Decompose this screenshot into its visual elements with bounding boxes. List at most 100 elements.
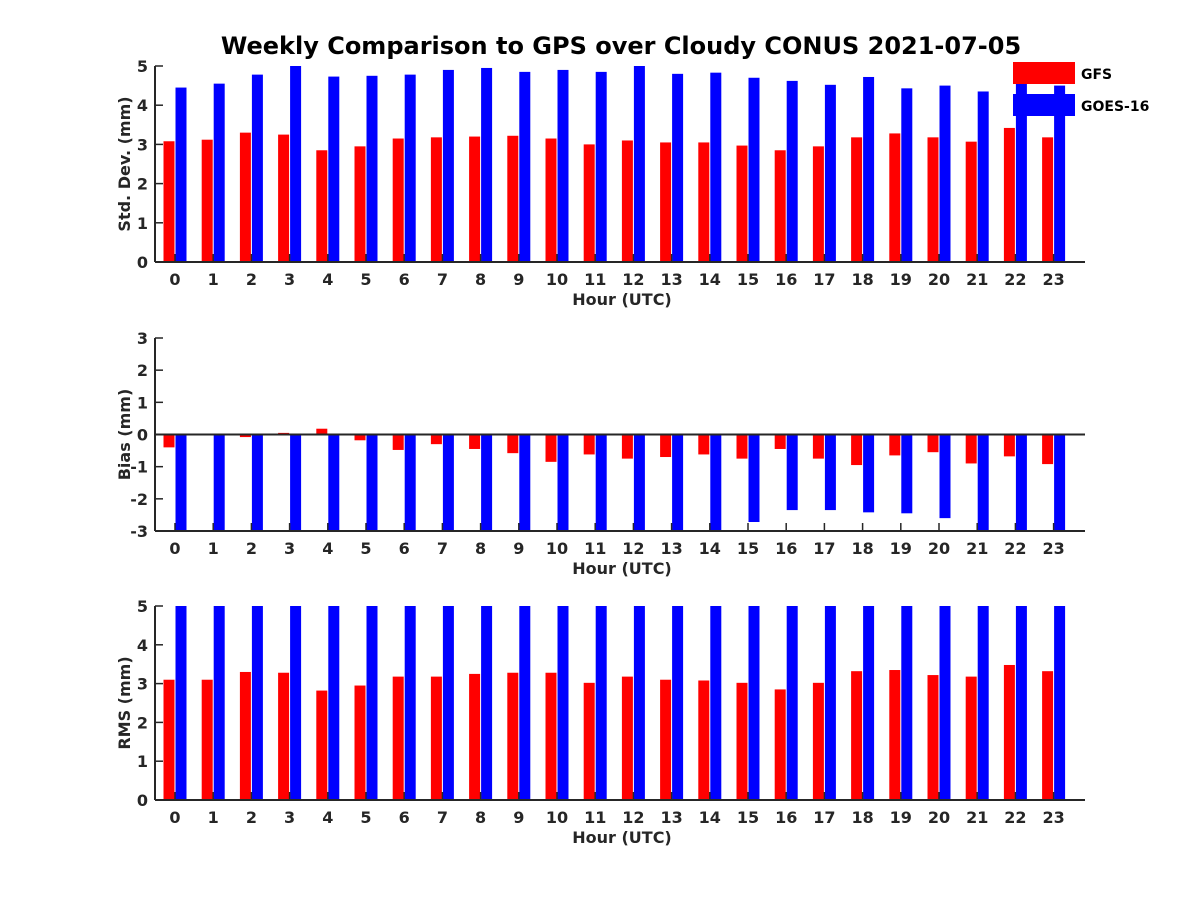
stddev-xtick-label-2: 2 — [246, 270, 257, 289]
stddev-bar-goes-16-13 — [672, 73, 684, 262]
rms-ytick-label-4: 4 — [137, 636, 148, 655]
rms-bar-goes-16-5 — [366, 606, 378, 800]
rms-bar-goes-16-6 — [404, 606, 416, 800]
stddev-bar-goes-16-0 — [175, 87, 187, 262]
bias-ytick-label--3: -3 — [130, 522, 148, 541]
rms-ytick-label-2: 2 — [137, 713, 148, 732]
stddev-bar-goes-16-14 — [710, 72, 722, 262]
bias-bar-gfs-20 — [927, 434, 939, 453]
bias-xtick-label-8: 8 — [475, 539, 486, 558]
stddev-bar-gfs-11 — [583, 144, 595, 262]
stddev-xtick-label-9: 9 — [513, 270, 524, 289]
bias-bar-goes-16-13 — [672, 434, 684, 531]
bias-xtick-label-3: 3 — [284, 539, 295, 558]
bias-xtick-label-1: 1 — [208, 539, 219, 558]
bias-x-axis-label: Hour (UTC) — [572, 559, 672, 578]
rms-xtick-label-13: 13 — [660, 808, 682, 827]
stddev-bar-goes-16-3 — [290, 66, 302, 262]
rms-xtick-label-1: 1 — [208, 808, 219, 827]
rms-bar-goes-16-22 — [1015, 606, 1027, 800]
bias-bar-goes-16-17 — [824, 434, 836, 511]
stddev-bar-gfs-3 — [278, 134, 290, 262]
stddev-xtick-label-11: 11 — [584, 270, 606, 289]
rms-y-axis-label: RMS (mm) — [115, 656, 134, 749]
bias-bar-goes-16-8 — [481, 434, 493, 531]
bias-xtick-label-12: 12 — [622, 539, 644, 558]
bias-xtick-label-0: 0 — [169, 539, 180, 558]
stddev-bar-goes-16-20 — [939, 85, 951, 262]
stddev-xtick-label-17: 17 — [813, 270, 835, 289]
bias-ytick-label-2: 2 — [137, 361, 148, 380]
rms-xtick-label-7: 7 — [437, 808, 448, 827]
bias-bar-goes-16-19 — [901, 434, 913, 514]
rms-xtick-label-22: 22 — [1004, 808, 1026, 827]
bias-bar-goes-16-9 — [519, 434, 531, 531]
stddev-xtick-label-12: 12 — [622, 270, 644, 289]
rms-x-axis-label: Hour (UTC) — [572, 828, 672, 847]
rms-xtick-label-5: 5 — [360, 808, 371, 827]
stddev-xtick-label-15: 15 — [737, 270, 759, 289]
rms-bar-gfs-1 — [201, 679, 213, 800]
rms-bar-gfs-15 — [736, 682, 748, 800]
bias-bar-gfs-8 — [469, 434, 481, 449]
stddev-xtick-label-19: 19 — [890, 270, 912, 289]
rms-bar-gfs-6 — [392, 676, 404, 800]
bias-bar-gfs-18 — [851, 434, 863, 466]
stddev-ytick-label-2: 2 — [137, 175, 148, 194]
stddev-bar-goes-16-17 — [824, 84, 836, 262]
rms-bar-goes-16-8 — [481, 606, 493, 800]
stddev-xtick-label-0: 0 — [169, 270, 180, 289]
bias-xtick-label-22: 22 — [1004, 539, 1026, 558]
rms-bar-goes-16-11 — [595, 606, 607, 800]
bias-bar-gfs-23 — [1042, 434, 1054, 465]
stddev-bar-goes-16-16 — [786, 80, 798, 262]
rms-bar-gfs-23 — [1042, 671, 1054, 800]
stddev-bar-gfs-6 — [392, 138, 404, 262]
bias-xtick-label-11: 11 — [584, 539, 606, 558]
rms-bar-goes-16-21 — [977, 606, 989, 800]
bias-xtick-label-6: 6 — [399, 539, 410, 558]
stddev-xtick-label-18: 18 — [851, 270, 873, 289]
bias-xtick-label-23: 23 — [1042, 539, 1064, 558]
bias-bar-gfs-21 — [965, 434, 977, 464]
bias-xtick-label-7: 7 — [437, 539, 448, 558]
rms-xtick-label-14: 14 — [699, 808, 721, 827]
rms-xtick-label-17: 17 — [813, 808, 835, 827]
stddev-bar-goes-16-15 — [748, 77, 760, 262]
bias-xtick-label-2: 2 — [246, 539, 257, 558]
rms-bar-goes-16-10 — [557, 606, 569, 800]
stddev-bar-gfs-21 — [965, 141, 977, 262]
bias-bar-goes-16-2 — [251, 434, 263, 531]
rms-bar-gfs-18 — [851, 671, 863, 800]
rms-xtick-label-20: 20 — [928, 808, 950, 827]
bias-xtick-label-13: 13 — [660, 539, 682, 558]
rms-bar-goes-16-15 — [748, 606, 760, 800]
legend-label-gfs: GFS — [1081, 67, 1112, 83]
bias-bar-gfs-5 — [354, 434, 366, 441]
stddev-y-axis-label: Std. Dev. (mm) — [115, 96, 134, 231]
bias-xtick-label-18: 18 — [851, 539, 873, 558]
bias-bar-gfs-12 — [621, 434, 633, 459]
stddev-xtick-label-1: 1 — [208, 270, 219, 289]
rms-bar-goes-16-17 — [824, 606, 836, 800]
stddev-xtick-label-23: 23 — [1042, 270, 1064, 289]
rms-bar-goes-16-12 — [633, 606, 645, 800]
legend-swatch-goes-16 — [1013, 94, 1075, 116]
bias-bar-goes-16-3 — [290, 434, 302, 531]
rms-xtick-label-19: 19 — [890, 808, 912, 827]
bias-bar-goes-16-23 — [1054, 434, 1066, 531]
stddev-xtick-label-6: 6 — [399, 270, 410, 289]
bias-xtick-label-9: 9 — [513, 539, 524, 558]
rms-bar-goes-16-1 — [213, 606, 225, 800]
bias-bar-gfs-15 — [736, 434, 748, 459]
stddev-bar-gfs-4 — [316, 150, 328, 262]
rms-bar-gfs-12 — [621, 676, 633, 800]
stddev-bar-gfs-22 — [1003, 127, 1015, 262]
stddev-bar-goes-16-1 — [213, 83, 225, 262]
bias-xtick-label-17: 17 — [813, 539, 835, 558]
stddev-bar-gfs-5 — [354, 146, 366, 262]
bias-bar-gfs-13 — [660, 434, 672, 458]
rms-bar-gfs-2 — [239, 671, 251, 800]
bias-bar-gfs-22 — [1003, 434, 1015, 457]
